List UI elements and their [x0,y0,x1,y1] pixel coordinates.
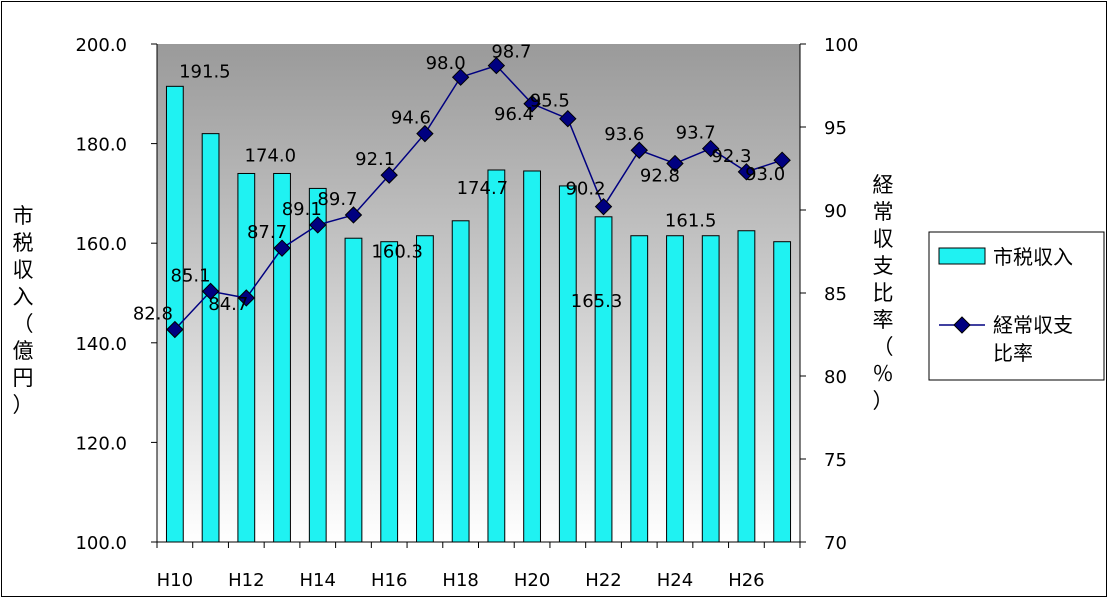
x-tick-label-H20: H20 [514,570,550,591]
x-tick-label-H22: H22 [585,570,621,591]
y-left-axis-title: 市税収入（億円） [13,204,34,417]
line-data-label-H10: 82.8 [133,304,173,325]
marker-H24 [666,154,684,173]
y-right-tick-label: 75 [824,450,847,471]
x-tick-label-H10: H10 [157,570,193,591]
bar-H27 [773,241,792,543]
bar-data-label-H16: 160.3 [371,242,423,263]
y-left-tick-label: 200.0 [75,35,127,56]
line-data-label-H16: 92.1 [355,149,395,170]
line-layer [166,56,791,339]
y-left-tick-label: 140.0 [75,334,127,355]
bar-H22 [594,216,613,543]
x-tick-label-H14: H14 [300,570,336,591]
line-data-label-H23: 93.6 [604,124,644,145]
bar-H24 [666,235,684,543]
y-right-tick-label: 70 [824,533,847,554]
x-tick-label-H18: H18 [442,570,478,591]
bar-H23 [630,235,649,543]
legend: 市税収入 経常収支 比率 [928,231,1105,381]
line-data-label-H11: 85.1 [171,265,211,286]
axes-ticks-layer: 100.0 120.0 140.0 160.0 180.0 200.0 70 75 80 85 90… [75,35,858,591]
bar-data-label-H22: 165.3 [571,291,623,312]
y-right-tick-label: 95 [824,118,847,139]
bar-H19 [487,169,506,543]
line-data-label-H22: 90.2 [565,179,605,200]
bar-H21 [558,185,577,543]
marker-H15 [344,206,363,224]
y-right-tick-label: 85 [824,284,847,305]
line-data-label-H26: 92.3 [711,146,751,167]
y-right-tick-label: 90 [824,201,847,222]
y-left-tick-label: 120.0 [75,433,127,454]
line-data-label-H19: 98.7 [491,42,531,63]
marker-H10 [166,320,184,339]
marker-H16 [380,166,398,184]
line-data-label-H12: 84.7 [208,294,248,315]
legend-line-label-1: 経常収支 [993,313,1073,337]
legend-bar-swatch [938,247,986,265]
x-tick-label-H24: H24 [657,570,693,591]
line-data-label-H24: 92.8 [640,166,680,187]
x-tick-label-H16: H16 [371,570,407,591]
line-data-label-H13: 87.7 [247,222,287,243]
data-labels-layer: 82.8 85.1 84.7 87.789.189.7 92.1 94.6 98.0 98.7… [133,42,785,325]
line-data-label-H18: 98.0 [426,53,466,74]
y-right-axis-title: 経常収支比率（％） [873,173,894,413]
bar-H25 [701,235,720,543]
bar-H17 [416,235,434,543]
y-right-tick-label: 100 [824,35,858,56]
marker-H20 [523,95,541,113]
line-data-label-H27: 93.0 [745,164,785,185]
bar-H20 [523,170,541,543]
marker-H23 [630,141,648,159]
marker-H13 [273,239,291,257]
marker-H21 [559,109,577,128]
line-data-label-H15: 89.7 [317,189,357,210]
marker-H14 [309,216,327,234]
marker-H17 [416,124,434,143]
line-data-label-H21: 95.5 [530,91,570,112]
line-data-label-H25: 93.7 [676,123,716,144]
bar-data-label-H10: 191.5 [179,61,231,82]
marker-H26 [737,163,756,181]
legend-diamond-marker [953,316,971,334]
bar-data-label-H19: 174.7 [457,178,509,199]
marker-H25 [701,139,720,158]
x-tick-label-H26: H26 [728,570,764,591]
bar-H26 [737,230,756,543]
y-left-tick-label: 160.0 [75,234,127,255]
bar-H16 [380,241,399,543]
marker-H11 [201,282,220,301]
bar-data-label-H25: 161.5 [665,211,717,232]
bar-H11 [201,133,220,543]
marker-H18 [451,68,470,86]
y-left-tick-label: 100.0 [75,533,127,554]
bars-layer [165,85,792,543]
marker-H12 [237,289,256,307]
legend-bar-label: 市税収入 [993,245,1073,269]
bar-H14 [308,187,327,543]
bar-H18 [451,220,470,543]
x-tick-label-H12: H12 [228,570,264,591]
y-right-tick-label: 80 [824,367,847,388]
y-left-tick-label: 180.0 [75,135,127,156]
bar-H15 [344,237,363,543]
line-data-label-H14: 89.1 [282,199,322,220]
legend-line-label-2: 比率 [993,341,1033,365]
bar-data-label-H12: 174.0 [245,145,297,166]
line-data-label-H17: 94.6 [391,108,431,129]
marker-H22 [594,197,613,216]
plot-area [157,44,800,542]
marker-H27 [773,151,791,169]
marker-H19 [487,56,506,75]
line-data-label-H20: 96.4 [494,104,534,125]
